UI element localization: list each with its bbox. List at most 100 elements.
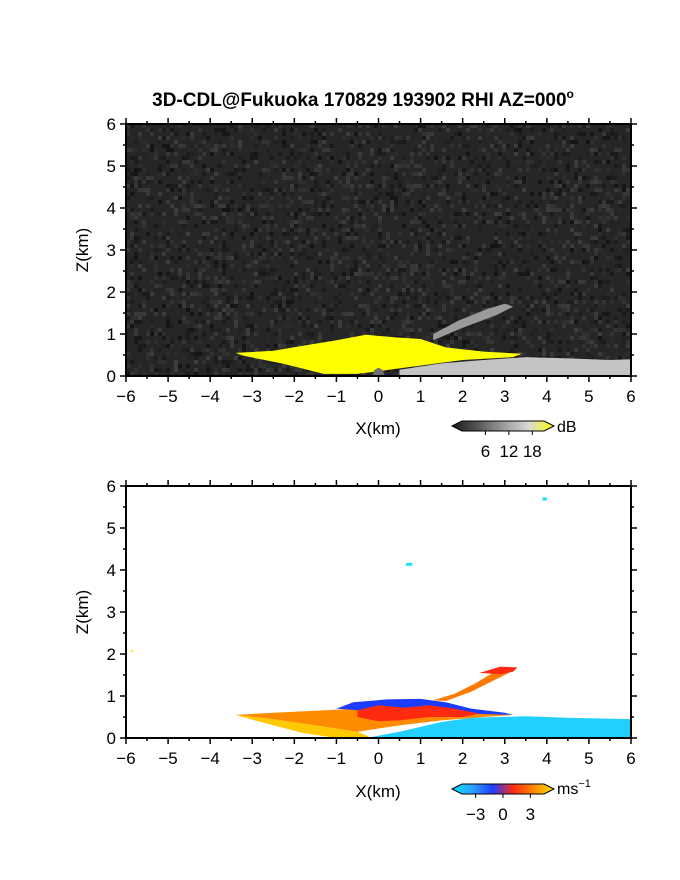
reflectivity-noise-cell (410, 336, 414, 340)
reflectivity-noise-cell (222, 184, 226, 188)
reflectivity-noise-cell (614, 236, 618, 240)
reflectivity-noise-cell (582, 244, 586, 248)
reflectivity-noise-cell (446, 268, 450, 272)
reflectivity-noise-cell (254, 348, 258, 352)
reflectivity-noise-cell (202, 284, 206, 288)
reflectivity-noise-cell (534, 256, 538, 260)
reflectivity-noise-cell (186, 320, 190, 324)
reflectivity-noise-cell (606, 200, 610, 204)
reflectivity-noise-cell (546, 144, 550, 148)
reflectivity-noise-cell (582, 336, 586, 340)
reflectivity-noise-cell (366, 288, 370, 292)
reflectivity-noise-cell (258, 236, 262, 240)
reflectivity-noise-cell (238, 316, 242, 320)
reflectivity-noise-cell (206, 256, 210, 260)
reflectivity-noise-cell (590, 320, 594, 324)
reflectivity-noise-cell (566, 296, 570, 300)
reflectivity-noise-cell (310, 156, 314, 160)
reflectivity-noise-cell (142, 372, 146, 376)
reflectivity-noise-cell (306, 316, 310, 320)
reflectivity-noise-cell (446, 188, 450, 192)
reflectivity-noise-cell (574, 328, 578, 332)
reflectivity-x-tick-label: 4 (542, 387, 551, 406)
reflectivity-noise-cell (570, 200, 574, 204)
reflectivity-noise-cell (522, 212, 526, 216)
reflectivity-noise-cell (522, 136, 526, 140)
reflectivity-noise-cell (602, 236, 606, 240)
reflectivity-noise-cell (502, 200, 506, 204)
reflectivity-noise-cell (262, 364, 266, 368)
reflectivity-noise-cell (438, 324, 442, 328)
reflectivity-noise-cell (158, 168, 162, 172)
reflectivity-noise-cell (226, 204, 230, 208)
reflectivity-noise-cell (546, 156, 550, 160)
reflectivity-noise-cell (374, 256, 378, 260)
reflectivity-noise-cell (222, 268, 226, 272)
reflectivity-noise-cell (494, 192, 498, 196)
reflectivity-noise-cell (270, 232, 274, 236)
reflectivity-noise-cell (626, 332, 630, 336)
reflectivity-noise-cell (166, 124, 170, 128)
reflectivity-noise-cell (562, 144, 566, 148)
reflectivity-noise-cell (178, 220, 182, 224)
reflectivity-noise-cell (274, 164, 278, 168)
reflectivity-noise-cell (426, 248, 430, 252)
reflectivity-noise-cell (334, 372, 338, 376)
reflectivity-noise-cell (222, 244, 226, 248)
reflectivity-noise-cell (186, 152, 190, 156)
reflectivity-noise-cell (382, 124, 386, 128)
reflectivity-noise-cell (378, 164, 382, 168)
reflectivity-noise-cell (358, 288, 362, 292)
reflectivity-noise-cell (558, 208, 562, 212)
reflectivity-noise-cell (218, 196, 222, 200)
reflectivity-noise-cell (330, 156, 334, 160)
reflectivity-noise-cell (562, 320, 566, 324)
reflectivity-noise-cell (466, 136, 470, 140)
reflectivity-noise-cell (618, 228, 622, 232)
reflectivity-noise-cell (462, 344, 466, 348)
reflectivity-noise-cell (374, 288, 378, 292)
reflectivity-noise-cell (518, 188, 522, 192)
reflectivity-noise-cell (242, 196, 246, 200)
reflectivity-noise-cell (210, 184, 214, 188)
reflectivity-noise-cell (542, 160, 546, 164)
reflectivity-noise-cell (506, 208, 510, 212)
reflectivity-noise-cell (290, 224, 294, 228)
reflectivity-noise-cell (214, 312, 218, 316)
reflectivity-noise-cell (570, 216, 574, 220)
reflectivity-noise-cell (338, 268, 342, 272)
reflectivity-noise-cell (602, 184, 606, 188)
reflectivity-noise-cell (350, 180, 354, 184)
reflectivity-noise-cell (602, 312, 606, 316)
reflectivity-noise-cell (610, 348, 614, 352)
reflectivity-noise-cell (510, 196, 514, 200)
reflectivity-noise-cell (370, 164, 374, 168)
reflectivity-noise-cell (286, 168, 290, 172)
reflectivity-noise-cell (522, 204, 526, 208)
reflectivity-noise-cell (314, 272, 318, 276)
reflectivity-noise-cell (446, 124, 450, 128)
reflectivity-noise-cell (242, 332, 246, 336)
reflectivity-noise-cell (502, 316, 506, 320)
reflectivity-noise-cell (250, 136, 254, 140)
reflectivity-noise-cell (514, 336, 518, 340)
reflectivity-noise-cell (238, 212, 242, 216)
reflectivity-noise-cell (274, 344, 278, 348)
reflectivity-noise-cell (286, 204, 290, 208)
reflectivity-noise-cell (610, 232, 614, 236)
reflectivity-noise-cell (194, 224, 198, 228)
reflectivity-noise-cell (506, 144, 510, 148)
reflectivity-noise-cell (614, 148, 618, 152)
reflectivity-noise-cell (322, 192, 326, 196)
reflectivity-noise-cell (222, 160, 226, 164)
reflectivity-noise-cell (134, 260, 138, 264)
reflectivity-noise-cell (354, 176, 358, 180)
reflectivity-noise-cell (418, 212, 422, 216)
reflectivity-noise-cell (454, 272, 458, 276)
reflectivity-noise-cell (514, 148, 518, 152)
reflectivity-noise-cell (598, 216, 602, 220)
reflectivity-noise-cell (610, 240, 614, 244)
reflectivity-noise-cell (262, 256, 266, 260)
reflectivity-noise-cell (358, 372, 362, 376)
reflectivity-noise-cell (198, 140, 202, 144)
